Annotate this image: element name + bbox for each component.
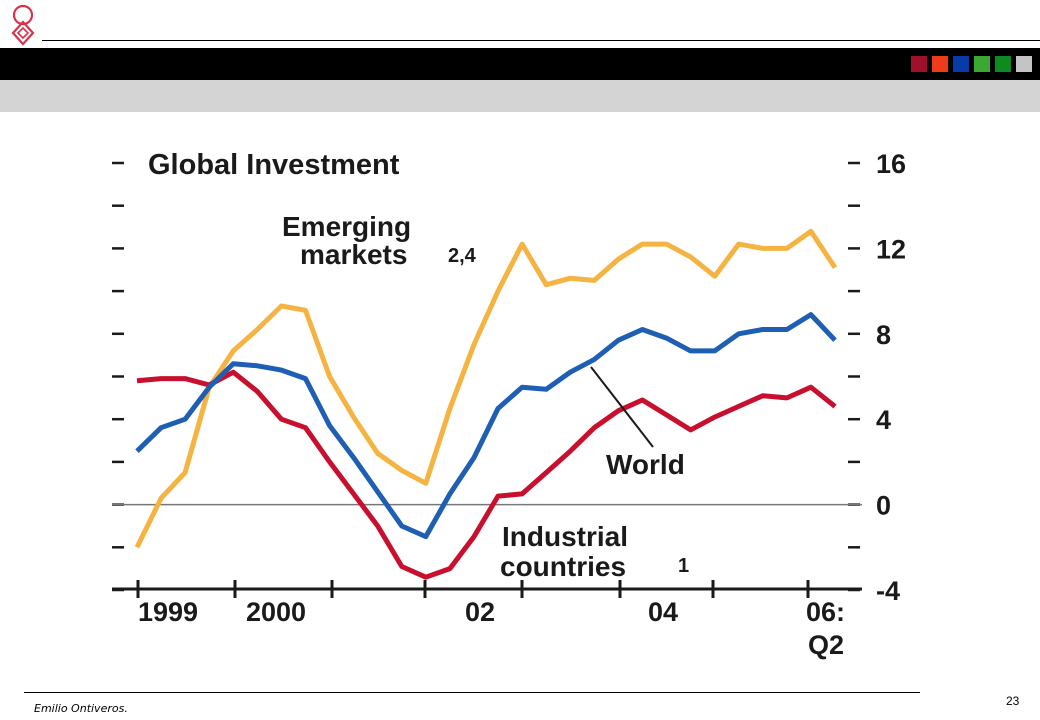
y-tick-label: 0 [876,491,891,521]
y-tick-label: -4 [876,576,900,606]
series-footnote-industrial: 1 [678,555,689,577]
series-line-emerging-markets [137,231,835,547]
x-tick-label: 02 [465,597,495,627]
chart-title: Global Investment [148,149,400,181]
x-tick-label: 1999 [138,597,198,627]
right-axis-labels: 16 12 8 4 0 -4 [876,149,906,606]
global-investment-chart: Global Investment 16 12 8 4 0 -4 1999 20… [0,0,1040,720]
series-label-emerging-line1: Emerging [282,211,411,242]
x-tick-label: 2000 [246,597,306,627]
series-label-industrial-line2: countries [500,551,626,582]
y-tick-label: 16 [876,149,906,179]
right-axis-ticks [848,163,860,590]
x-axis-labels: 1999 2000 02 04 06: Q2 [138,597,845,660]
footer-author: Emilio Ontiveros. [34,702,128,715]
series-label-emerging-line2: markets [300,239,407,270]
page-number: 23 [1006,694,1019,708]
x-tick-label: 04 [648,597,678,627]
x-tick-label: Q2 [808,630,844,660]
y-tick-label: 12 [876,234,906,264]
footer-rule [24,692,920,693]
left-axis-ticks [112,163,124,590]
series-footnote-emerging: 2,4 [448,245,477,267]
y-tick-label: 4 [876,405,891,435]
x-tick-label: 06: [806,597,845,627]
series-label-industrial-line1: Industrial [502,521,628,552]
series-label-world: World [606,449,685,480]
series-line-industrial-countries [137,372,835,577]
series-line-world [137,315,835,537]
world-label-leader [591,367,653,447]
y-tick-label: 8 [876,320,891,350]
